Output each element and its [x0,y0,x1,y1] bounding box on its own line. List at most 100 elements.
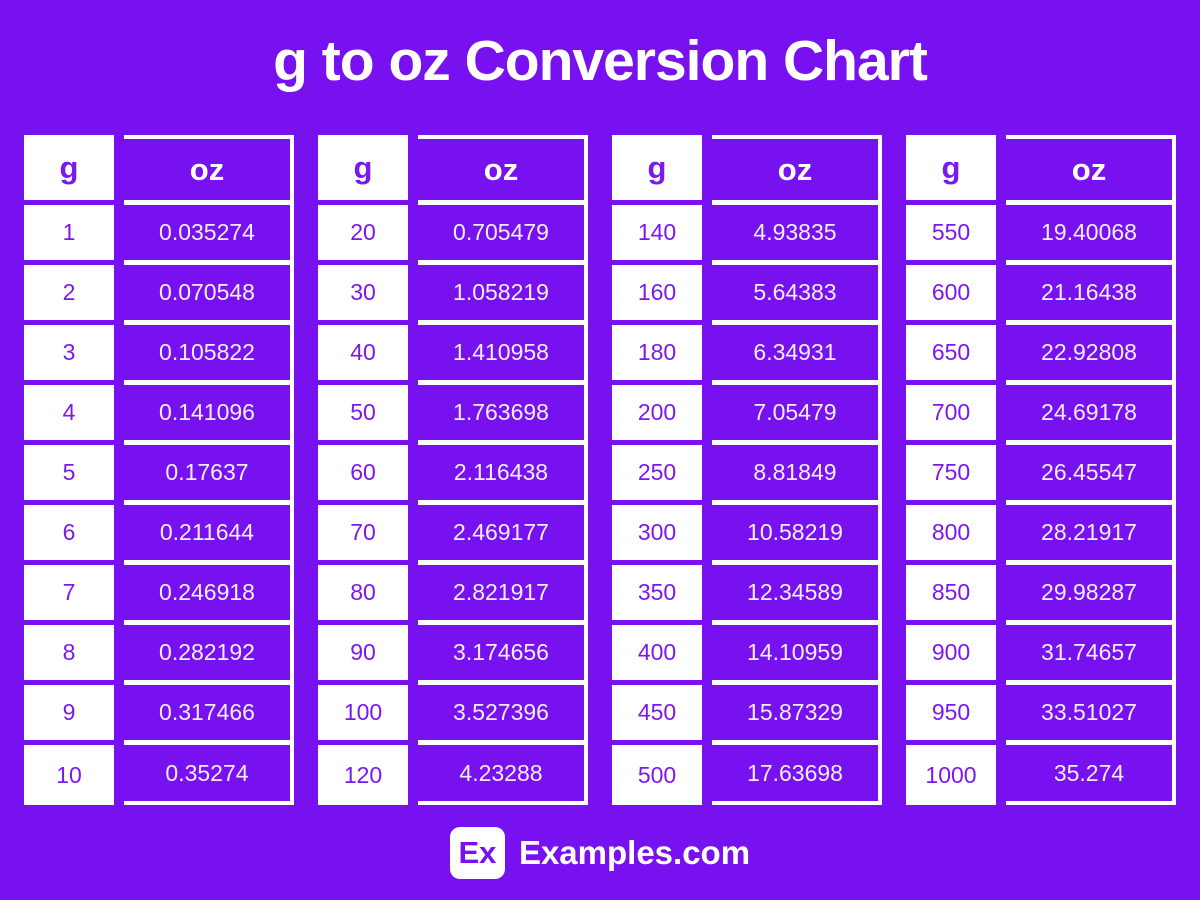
oz-column: oz 0.035274 0.070548 0.105822 0.141096 0.1763… [124,135,294,805]
oz-value-cell: 10.58219 [712,505,878,565]
g-column: g 550 600 650 700 750 800 850 900 950 1000 [906,135,996,805]
g-value-cell: 100 [318,685,408,745]
g-value-cell: 90 [318,625,408,685]
g-value-cell: 30 [318,265,408,325]
oz-value-cell: 0.035274 [124,205,290,265]
oz-column: oz 19.40068 21.16438 22.92808 24.69178 26.455… [1006,135,1176,805]
g-value-cell: 2 [24,265,114,325]
oz-value-cell: 24.69178 [1006,385,1172,445]
g-value-cell: 9 [24,685,114,745]
g-value-cell: 20 [318,205,408,265]
g-column: g 20 30 40 50 60 70 80 90 100 120 [318,135,408,805]
oz-value-cell: 3.527396 [418,685,584,745]
oz-value-cell: 29.98287 [1006,565,1172,625]
g-value-cell: 250 [612,445,702,505]
g-column-header: g [612,135,702,205]
oz-value-cell: 21.16438 [1006,265,1172,325]
oz-value-cell: 0.282192 [124,625,290,685]
oz-value-cell: 1.763698 [418,385,584,445]
g-value-cell: 650 [906,325,996,385]
g-value-cell: 3 [24,325,114,385]
oz-value-cell: 2.469177 [418,505,584,565]
oz-value-cell: 3.174656 [418,625,584,685]
g-value-cell: 850 [906,565,996,625]
page-title: g to oz Conversion Chart [273,29,928,93]
oz-value-cell: 17.63698 [712,745,878,805]
oz-value-cell: 0.317466 [124,685,290,745]
oz-value-cell: 15.87329 [712,685,878,745]
oz-value-cell: 33.51027 [1006,685,1172,745]
g-column-header: g [318,135,408,205]
oz-value-cell: 0.070548 [124,265,290,325]
oz-column: oz 4.93835 5.64383 6.34931 7.05479 8.81849 10.… [712,135,882,805]
oz-value-cell: 22.92808 [1006,325,1172,385]
g-value-cell: 1000 [906,745,996,805]
g-value-cell: 4 [24,385,114,445]
g-value-cell: 140 [612,205,702,265]
g-column-header: g [906,135,996,205]
oz-value-cell: 1.410958 [418,325,584,385]
g-value-cell: 950 [906,685,996,745]
g-value-cell: 70 [318,505,408,565]
oz-value-cell: 5.64383 [712,265,878,325]
oz-value-cell: 28.21917 [1006,505,1172,565]
g-value-cell: 180 [612,325,702,385]
logo-text: Ex [458,835,497,870]
oz-column-header: oz [712,135,878,205]
g-value-cell: 200 [612,385,702,445]
g-value-cell: 40 [318,325,408,385]
g-value-cell: 8 [24,625,114,685]
conversion-table: g 20 30 40 50 60 70 80 90 100 120 oz 0.705479 1.05821… [318,135,588,805]
oz-column-header: oz [1006,135,1172,205]
oz-value-cell: 8.81849 [712,445,878,505]
g-column: g 1 2 3 4 5 6 7 8 9 10 [24,135,114,805]
oz-value-cell: 0.211644 [124,505,290,565]
oz-value-cell: 6.34931 [712,325,878,385]
oz-value-cell: 35.274 [1006,745,1172,805]
examples-logo-icon: Ex [449,827,505,879]
oz-value-cell: 12.34589 [712,565,878,625]
g-value-cell: 750 [906,445,996,505]
g-value-cell: 400 [612,625,702,685]
g-value-cell: 500 [612,745,702,805]
g-value-cell: 450 [612,685,702,745]
site-name: Examples.com [518,834,751,871]
oz-value-cell: 31.74657 [1006,625,1172,685]
g-column: g 140 160 180 200 250 300 350 400 450 500 [612,135,702,805]
oz-value-cell: 2.116438 [418,445,584,505]
g-value-cell: 6 [24,505,114,565]
oz-value-cell: 7.05479 [712,385,878,445]
oz-value-cell: 0.35274 [124,745,290,805]
g-value-cell: 700 [906,385,996,445]
g-value-cell: 7 [24,565,114,625]
oz-value-cell: 14.10959 [712,625,878,685]
g-value-cell: 60 [318,445,408,505]
g-value-cell: 350 [612,565,702,625]
g-value-cell: 10 [24,745,114,805]
g-value-cell: 800 [906,505,996,565]
oz-value-cell: 0.246918 [124,565,290,625]
oz-value-cell: 4.23288 [418,745,584,805]
conversion-table: g 550 600 650 700 750 800 850 900 950 1000 oz 19.400… [906,135,1176,805]
oz-value-cell: 0.141096 [124,385,290,445]
oz-value-cell: 4.93835 [712,205,878,265]
oz-column: oz 0.705479 1.058219 1.410958 1.763698 2.1164… [418,135,588,805]
conversion-table: g 1 2 3 4 5 6 7 8 9 10 oz 0.035274 0.070548 0.105822 0.… [24,135,294,805]
oz-value-cell: 1.058219 [418,265,584,325]
g-value-cell: 300 [612,505,702,565]
g-value-cell: 900 [906,625,996,685]
oz-value-cell: 26.45547 [1006,445,1172,505]
oz-column-header: oz [418,135,584,205]
g-value-cell: 1 [24,205,114,265]
conversion-table: g 140 160 180 200 250 300 350 400 450 500 oz 4.93835… [612,135,882,805]
g-value-cell: 600 [906,265,996,325]
oz-value-cell: 0.705479 [418,205,584,265]
g-value-cell: 80 [318,565,408,625]
g-column-header: g [24,135,114,205]
oz-value-cell: 0.17637 [124,445,290,505]
g-value-cell: 50 [318,385,408,445]
conversion-tables: g 1 2 3 4 5 6 7 8 9 10 oz 0.035274 0.070548 0.105822 0.… [0,135,1200,805]
oz-value-cell: 19.40068 [1006,205,1172,265]
g-value-cell: 120 [318,745,408,805]
oz-value-cell: 2.821917 [418,565,584,625]
